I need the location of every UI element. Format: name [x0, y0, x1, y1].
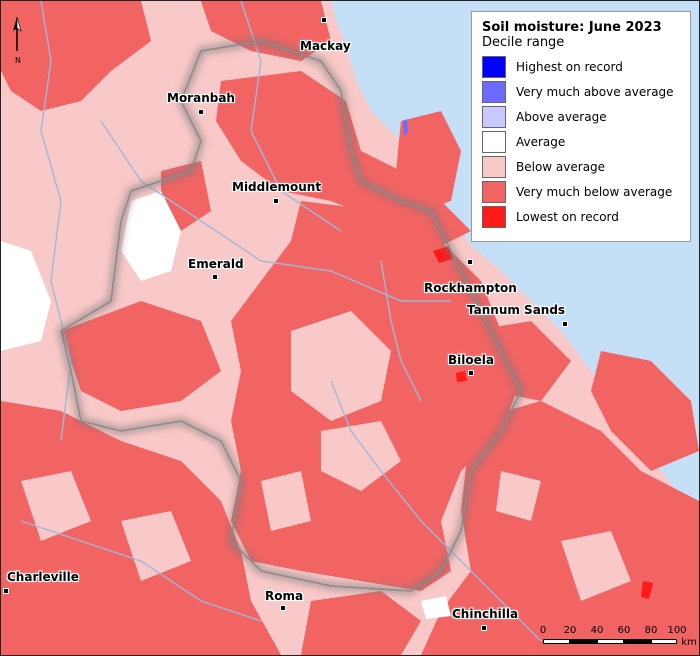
scale-tick: 60	[617, 625, 631, 636]
town-label-emerald[interactable]: Emerald	[188, 257, 244, 271]
legend-item: Highest on record	[482, 54, 680, 79]
legend-label: Below average	[516, 159, 606, 174]
scale-tick: 40	[590, 625, 604, 636]
town-label-biloela[interactable]: Biloela	[448, 353, 494, 367]
legend-swatch	[482, 155, 506, 178]
legend-label: Lowest on record	[516, 209, 619, 224]
town-marker-chinchilla	[481, 625, 487, 631]
legend-item: Very much above average	[482, 79, 680, 104]
town-marker-biloela	[468, 370, 474, 376]
town-marker-charleville	[3, 588, 9, 594]
scale-unit: km	[681, 637, 697, 648]
below-average-pockets	[21, 311, 631, 601]
map-legend: Soil moisture: June 2023 Decile range Hi…	[471, 11, 691, 242]
scale-tick: 20	[563, 625, 577, 636]
town-marker-rockhampton	[467, 259, 473, 265]
town-marker-tannum-sands	[562, 321, 568, 327]
legend-subtitle: Decile range	[482, 35, 565, 50]
legend-label: Above average	[516, 109, 607, 124]
town-marker-middlemount	[273, 198, 279, 204]
legend-label: Very much below average	[516, 184, 673, 199]
north-label: N	[15, 56, 21, 65]
scale-segment	[624, 639, 651, 644]
legend-item: Lowest on record	[482, 204, 680, 229]
scale-segment	[570, 639, 597, 644]
legend-title: Soil moisture: June 2023	[482, 20, 662, 35]
town-marker-mackay	[321, 17, 327, 23]
legend-swatch	[482, 80, 506, 103]
scale-segment	[543, 639, 570, 644]
town-label-tannum-sands[interactable]: Tannum Sands	[467, 303, 566, 317]
average-areas	[1, 191, 451, 619]
town-label-chinchilla[interactable]: Chinchilla	[452, 607, 519, 621]
north-arrow-icon: N	[13, 16, 22, 65]
town-label-mackay[interactable]: Mackay	[300, 39, 351, 53]
islands-highlight	[403, 119, 408, 135]
legend-swatch	[482, 105, 506, 128]
town-label-middlemount[interactable]: Middlemount	[232, 180, 322, 194]
scale-segment	[651, 639, 677, 644]
scale-segment	[597, 639, 624, 644]
scale-bar: 0 20 40 60 80 100 km	[537, 625, 697, 655]
town-marker-roma	[280, 605, 286, 611]
town-label-rockhampton[interactable]: Rockhampton	[424, 281, 517, 295]
legend-label: Average	[516, 134, 566, 149]
legend-label: Very much above average	[516, 84, 674, 99]
town-label-charleville[interactable]: Charleville	[7, 570, 79, 584]
scale-tick: 0	[539, 625, 547, 636]
legend-swatch	[482, 205, 506, 228]
basin-boundary	[60, 40, 522, 592]
town-label-moranbah[interactable]: Moranbah	[167, 91, 235, 105]
legend-item: Below average	[482, 154, 680, 179]
legend-label: Highest on record	[516, 59, 623, 74]
scale-tick: 80	[644, 625, 658, 636]
legend-swatch	[482, 55, 506, 78]
legend-item: Very much below average	[482, 179, 680, 204]
legend-swatch	[482, 180, 506, 203]
legend-swatch	[482, 130, 506, 153]
town-label-roma[interactable]: Roma	[265, 589, 304, 603]
town-marker-moranbah	[198, 109, 204, 115]
rivers	[20, 1, 542, 642]
legend-item: Average	[482, 129, 680, 154]
legend-item: Above average	[482, 104, 680, 129]
scale-tick: 100	[667, 625, 687, 636]
town-marker-emerald	[212, 274, 218, 280]
